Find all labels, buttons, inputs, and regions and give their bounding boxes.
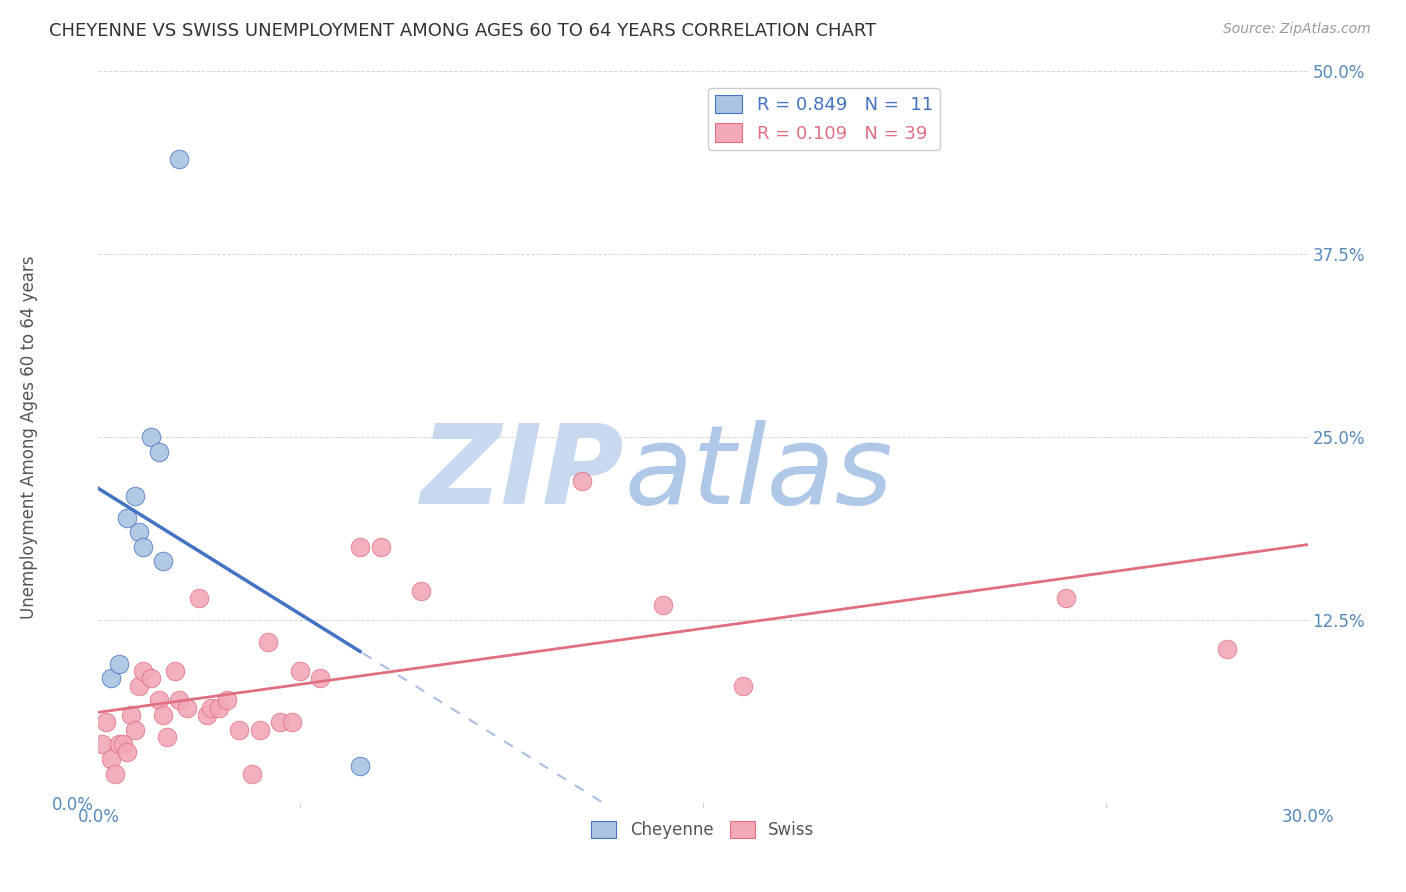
Text: ZIP: ZIP — [420, 420, 624, 527]
Point — [309, 672, 332, 686]
Point — [188, 591, 211, 605]
Point — [103, 766, 125, 780]
Point — [1216, 642, 1239, 657]
Point — [281, 715, 304, 730]
Y-axis label: Unemployment Among Ages 60 to 64 years: Unemployment Among Ages 60 to 64 years — [20, 255, 38, 619]
Point — [195, 708, 218, 723]
Point — [148, 444, 170, 458]
Point — [651, 599, 673, 613]
Point — [107, 737, 129, 751]
Point — [176, 700, 198, 714]
Point — [139, 430, 162, 444]
Point — [269, 715, 291, 730]
Point — [240, 766, 263, 780]
Point — [115, 510, 138, 524]
Point — [139, 672, 162, 686]
Point — [167, 152, 190, 166]
Text: CHEYENNE VS SWISS UNEMPLOYMENT AMONG AGES 60 TO 64 YEARS CORRELATION CHART: CHEYENNE VS SWISS UNEMPLOYMENT AMONG AGE… — [49, 22, 876, 40]
Point — [156, 730, 179, 744]
Point — [100, 672, 122, 686]
Point — [163, 664, 186, 678]
Point — [152, 708, 174, 723]
Text: Source: ZipAtlas.com: Source: ZipAtlas.com — [1223, 22, 1371, 37]
Point — [256, 635, 278, 649]
Point — [128, 679, 150, 693]
Text: atlas: atlas — [624, 420, 893, 527]
Point — [370, 540, 392, 554]
Point — [288, 664, 311, 678]
Point — [249, 723, 271, 737]
Point — [128, 525, 150, 540]
Point — [124, 723, 146, 737]
Point — [208, 700, 231, 714]
Point — [132, 540, 155, 554]
Point — [132, 664, 155, 678]
Point — [1054, 591, 1077, 605]
Point — [409, 583, 432, 598]
Point — [228, 723, 250, 737]
Point — [167, 693, 190, 707]
Point — [349, 759, 371, 773]
Legend: Cheyenne, Swiss: Cheyenne, Swiss — [585, 814, 821, 846]
Point — [217, 693, 239, 707]
Point — [733, 679, 755, 693]
Point — [349, 540, 371, 554]
Point — [152, 554, 174, 568]
Point — [111, 737, 134, 751]
Point — [148, 693, 170, 707]
Point — [120, 708, 142, 723]
Point — [115, 745, 138, 759]
Point — [107, 657, 129, 671]
Point — [100, 752, 122, 766]
Point — [571, 474, 593, 488]
Point — [200, 700, 222, 714]
Point — [91, 737, 114, 751]
Point — [96, 715, 118, 730]
Point — [124, 489, 146, 503]
